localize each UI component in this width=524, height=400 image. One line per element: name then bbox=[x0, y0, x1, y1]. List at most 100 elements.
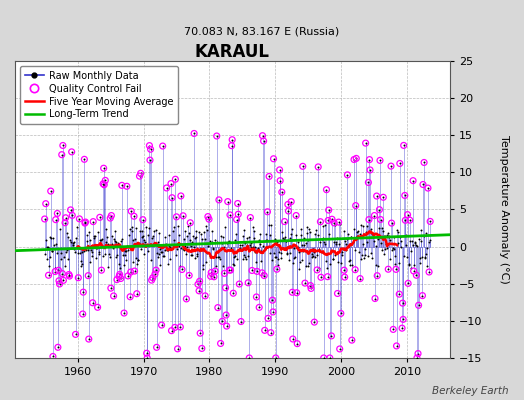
Point bbox=[374, 263, 383, 269]
Point bbox=[338, 249, 346, 255]
Point bbox=[330, 220, 339, 226]
Point bbox=[273, 238, 281, 245]
Point bbox=[267, 330, 275, 336]
Point bbox=[389, 326, 397, 333]
Point bbox=[47, 188, 55, 194]
Point bbox=[216, 256, 224, 262]
Point bbox=[218, 318, 226, 324]
Point bbox=[245, 355, 254, 361]
Point bbox=[361, 252, 369, 258]
Point bbox=[331, 251, 340, 258]
Point bbox=[195, 278, 204, 284]
Point bbox=[310, 319, 319, 325]
Point bbox=[62, 249, 70, 255]
Point bbox=[112, 254, 121, 260]
Point bbox=[52, 250, 61, 256]
Point bbox=[58, 270, 67, 277]
Point bbox=[221, 284, 230, 291]
Point bbox=[144, 232, 152, 238]
Point bbox=[48, 248, 56, 254]
Point bbox=[413, 243, 422, 249]
Point bbox=[318, 248, 326, 255]
Point bbox=[343, 172, 352, 178]
Point bbox=[43, 243, 51, 250]
Point bbox=[359, 222, 367, 229]
Point bbox=[154, 238, 162, 245]
Point bbox=[145, 142, 154, 149]
Point bbox=[398, 300, 407, 306]
Point bbox=[124, 246, 133, 253]
Point bbox=[352, 202, 360, 209]
Point bbox=[66, 273, 74, 279]
Point bbox=[386, 256, 394, 262]
Point bbox=[285, 257, 293, 263]
Point bbox=[368, 255, 376, 262]
Point bbox=[235, 281, 244, 287]
Point bbox=[339, 252, 347, 258]
Point bbox=[226, 212, 234, 218]
Point bbox=[426, 218, 434, 225]
Point bbox=[223, 323, 231, 329]
Point bbox=[420, 159, 428, 166]
Point bbox=[136, 170, 145, 176]
Point bbox=[388, 245, 397, 251]
Point bbox=[97, 237, 105, 244]
Point bbox=[110, 293, 118, 299]
Point bbox=[307, 285, 315, 292]
Point bbox=[205, 253, 214, 260]
Point bbox=[366, 167, 374, 173]
Point bbox=[172, 214, 181, 220]
Point bbox=[131, 236, 139, 242]
Point bbox=[126, 294, 134, 300]
Point bbox=[272, 266, 281, 272]
Point bbox=[316, 218, 324, 225]
Point bbox=[395, 291, 403, 297]
Point bbox=[47, 235, 56, 242]
Point bbox=[97, 267, 106, 273]
Point bbox=[341, 274, 349, 280]
Point bbox=[176, 324, 184, 330]
Point bbox=[118, 182, 126, 188]
Point bbox=[105, 250, 113, 257]
Point bbox=[234, 200, 242, 207]
Point bbox=[343, 236, 351, 242]
Point bbox=[149, 233, 158, 240]
Point bbox=[72, 235, 80, 242]
Point bbox=[123, 183, 131, 190]
Point bbox=[69, 242, 78, 248]
Point bbox=[148, 235, 156, 242]
Point bbox=[63, 234, 72, 240]
Point bbox=[113, 252, 122, 258]
Point bbox=[271, 355, 280, 361]
Point bbox=[115, 271, 124, 278]
Point bbox=[269, 156, 278, 162]
Point bbox=[123, 183, 131, 190]
Point bbox=[89, 218, 97, 225]
Point bbox=[356, 275, 364, 282]
Point bbox=[54, 267, 63, 274]
Point bbox=[186, 220, 194, 226]
Point bbox=[284, 208, 292, 214]
Point bbox=[228, 136, 236, 143]
Point bbox=[296, 259, 304, 265]
Point bbox=[308, 254, 316, 260]
Point bbox=[198, 345, 206, 352]
Point bbox=[103, 234, 111, 240]
Point bbox=[79, 311, 87, 317]
Point bbox=[83, 232, 91, 238]
Point bbox=[41, 200, 50, 207]
Point bbox=[374, 236, 382, 242]
Point bbox=[81, 220, 89, 226]
Point bbox=[240, 251, 248, 258]
Point bbox=[181, 228, 190, 234]
Point bbox=[284, 208, 292, 214]
Point bbox=[283, 201, 292, 208]
Point bbox=[246, 214, 255, 221]
Point bbox=[237, 318, 245, 325]
Point bbox=[390, 234, 399, 240]
Point bbox=[418, 292, 427, 299]
Point bbox=[67, 207, 75, 213]
Point bbox=[119, 252, 127, 258]
Point bbox=[196, 330, 204, 336]
Point bbox=[275, 249, 283, 256]
